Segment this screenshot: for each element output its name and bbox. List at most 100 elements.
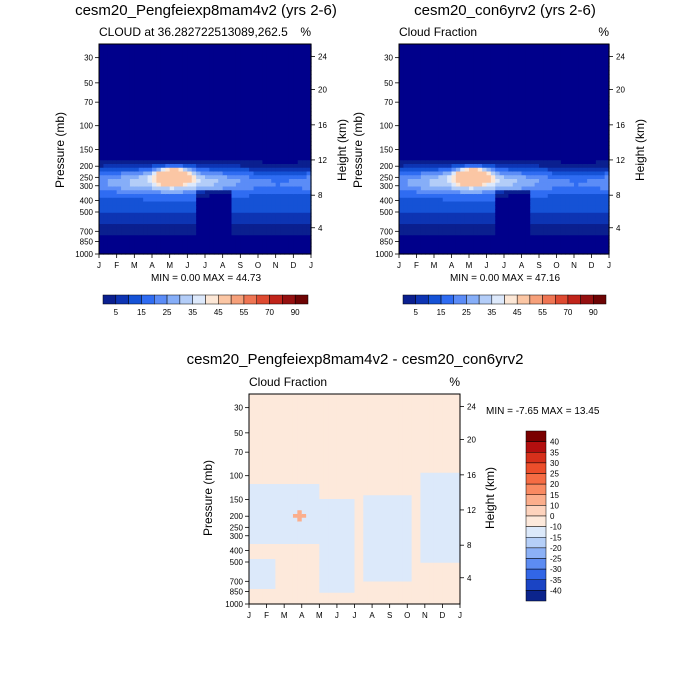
- heatmap-cell: [191, 100, 197, 105]
- heatmap-cell: [302, 160, 308, 165]
- heatmap-cell: [249, 62, 255, 68]
- heatmap-cell: [218, 216, 224, 221]
- heatmap-cell: [495, 220, 501, 225]
- heatmap-cell: [517, 227, 523, 233]
- heatmap-cell: [302, 246, 308, 251]
- heatmap-cell: [403, 77, 409, 83]
- heatmap-cell: [262, 85, 268, 90]
- heatmap-cell: [160, 220, 166, 225]
- heatmap-cell: [469, 171, 474, 176]
- heatmap-cell: [455, 137, 461, 143]
- heatmap-cell: [182, 119, 188, 124]
- heatmap-cell: [174, 182, 180, 188]
- heatmap-cell: [160, 70, 166, 75]
- heatmap-cell: [530, 62, 536, 68]
- heatmap-cell: [103, 227, 109, 233]
- heatmap-cell: [504, 141, 509, 146]
- heatmap-cell: [429, 119, 435, 124]
- heatmap-cell: [138, 130, 144, 135]
- heatmap-cell: [482, 89, 488, 94]
- heatmap-cell: [539, 167, 544, 173]
- heatmap-cell: [469, 156, 474, 161]
- heatmap-cell: [438, 220, 444, 225]
- heatmap-cell: [103, 89, 109, 94]
- heatmap-cell: [464, 77, 470, 83]
- heatmap-cell: [530, 134, 536, 139]
- heatmap-cell: [134, 44, 140, 49]
- heatmap-cell: [235, 164, 241, 169]
- heatmap-cell: [464, 231, 470, 236]
- heatmap-cell: [412, 51, 418, 56]
- heatmap-cell: [253, 104, 259, 109]
- heatmap-cell: [547, 122, 553, 128]
- heatmap-cell: [416, 182, 422, 188]
- heatmap-cell: [412, 111, 418, 116]
- heatmap-cell: [547, 62, 553, 68]
- heatmap-cell: [147, 231, 153, 236]
- heatmap-cell: [174, 51, 180, 56]
- heatmap-cell: [182, 141, 188, 146]
- heatmap-cell: [473, 92, 479, 98]
- heatmap-cell: [512, 47, 518, 53]
- heatmap-cell: [191, 171, 197, 176]
- heatmap-cell: [147, 55, 153, 60]
- heatmap-cell: [490, 141, 496, 146]
- heatmap-cell: [438, 197, 444, 203]
- heatmap-cell: [429, 246, 435, 251]
- heatmap-cell: [425, 96, 431, 101]
- heatmap-cell: [534, 85, 540, 90]
- heatmap-cell: [147, 190, 153, 195]
- heatmap-cell: [407, 171, 413, 176]
- heatmap-cell: [293, 250, 299, 255]
- heatmap-cell: [420, 81, 426, 86]
- heatmap-cell: [543, 62, 549, 68]
- heatmap-cell: [525, 231, 531, 236]
- heatmap-cell: [556, 66, 562, 71]
- heatmap-cell: [416, 242, 422, 248]
- heatmap-cell: [434, 197, 439, 203]
- heatmap-cell: [266, 119, 272, 124]
- heatmap-cell: [275, 122, 281, 128]
- heatmap-cell: [425, 62, 431, 68]
- heatmap-cell: [525, 212, 531, 218]
- heatmap-cell: [271, 107, 277, 113]
- heatmap-cell: [464, 209, 470, 214]
- heatmap-cell: [227, 231, 233, 236]
- heatmap-cell: [99, 220, 105, 225]
- heatmap-cell: [227, 239, 233, 244]
- heatmap-cell: [543, 194, 549, 199]
- heatmap-cell: [442, 100, 448, 105]
- heatmap-cell: [499, 152, 505, 158]
- heatmap-cell: [560, 227, 566, 233]
- heatmap-cell: [525, 44, 531, 49]
- heatmap-cell: [464, 190, 470, 195]
- heatmap-cell: [560, 179, 566, 184]
- heatmap-cell: [112, 201, 118, 206]
- heatmap-cell: [477, 137, 483, 143]
- heatmap-cell: [429, 122, 435, 128]
- heatmap-cell: [412, 242, 418, 248]
- heatmap-cell: [262, 119, 268, 124]
- heatmap-cell: [306, 160, 312, 165]
- heatmap-cell: [302, 201, 308, 206]
- heatmap-cell: [165, 122, 171, 128]
- heatmap-cell: [539, 182, 544, 188]
- heatmap-cell: [534, 92, 540, 98]
- heatmap-cell: [213, 137, 219, 143]
- heatmap-cell: [442, 59, 448, 64]
- heatmap-cell: [477, 209, 483, 214]
- heatmap-cell: [191, 227, 197, 233]
- heatmap-cell: [227, 141, 233, 146]
- heatmap-cell: [244, 107, 250, 113]
- heatmap-cell: [231, 197, 237, 203]
- heatmap-cell: [284, 179, 290, 184]
- heatmap-cell: [560, 100, 566, 105]
- heatmap-cell: [495, 201, 501, 206]
- heatmap-cell: [205, 164, 211, 169]
- heatmap-cell: [495, 242, 501, 248]
- heatmap-cell: [460, 77, 466, 83]
- heatmap-cell: [464, 107, 470, 113]
- heatmap-cell: [434, 160, 439, 165]
- heatmap-cell: [490, 227, 496, 233]
- heatmap-cell: [191, 134, 197, 139]
